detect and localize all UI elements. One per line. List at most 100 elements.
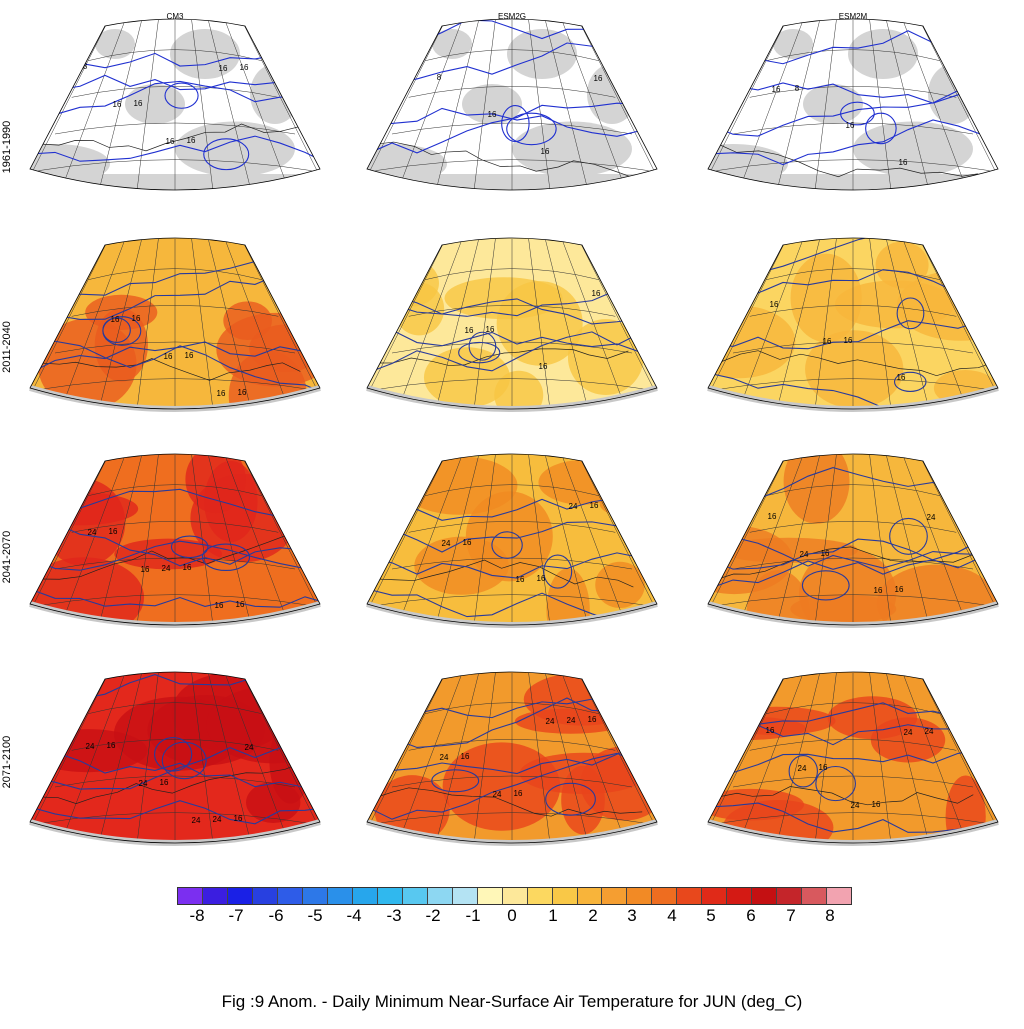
parallel-line bbox=[71, 739, 279, 751]
map-outline bbox=[707, 18, 999, 191]
contour-label: 16 bbox=[772, 85, 781, 94]
contour-label: 16 bbox=[160, 778, 169, 787]
colorbar-cell bbox=[827, 888, 852, 904]
meridian-line bbox=[528, 454, 551, 625]
map-panel: 16 16 16 24 24 24 24 24 bbox=[29, 671, 321, 846]
colorbar-cell bbox=[227, 888, 253, 904]
contour-loop bbox=[468, 331, 497, 361]
map-outline bbox=[707, 237, 999, 410]
parallel-line bbox=[38, 159, 312, 171]
meridian-line bbox=[60, 238, 126, 409]
meridian-line bbox=[191, 19, 214, 190]
meridian-line bbox=[191, 238, 214, 409]
meridian-line bbox=[578, 19, 657, 190]
row-label-2011-2040: 2011-2040 bbox=[1, 321, 13, 373]
contour-label: 24 bbox=[798, 764, 807, 773]
contour-label: 16 bbox=[141, 565, 150, 574]
parallel-line bbox=[54, 122, 296, 135]
meridian-line bbox=[191, 454, 214, 625]
anomaly-region bbox=[783, 454, 850, 524]
anomaly-region bbox=[114, 538, 222, 570]
contour-loop bbox=[164, 82, 199, 109]
anomaly-region bbox=[595, 561, 645, 608]
contour-line bbox=[708, 538, 998, 570]
contour-label: 16 bbox=[895, 585, 904, 594]
contour-label: 16 bbox=[113, 100, 122, 109]
meridian-line bbox=[60, 672, 126, 843]
contour-label: 24 bbox=[546, 717, 555, 726]
land-mask bbox=[853, 121, 973, 177]
contour-line bbox=[367, 742, 657, 778]
anomaly-region bbox=[393, 282, 445, 336]
land-mask bbox=[507, 29, 577, 79]
colorbar-cell bbox=[702, 888, 728, 904]
contour-label: 16 bbox=[219, 64, 228, 73]
meridian-line bbox=[869, 238, 892, 409]
contour-label: 24 bbox=[192, 816, 201, 825]
land-mask bbox=[175, 121, 295, 177]
meridian-line bbox=[561, 454, 627, 625]
meridian-line bbox=[241, 454, 320, 625]
map-panel: 16 16 16 16 24 24 bbox=[707, 453, 999, 628]
column-title-esm2g: ESM2G bbox=[497, 12, 526, 21]
map-panel: 16 16 16 16 16 16 bbox=[29, 237, 321, 412]
contour-label: 16 bbox=[164, 352, 173, 361]
row-label-1961-1990: 1961-1990 bbox=[1, 120, 13, 174]
meridian-line bbox=[397, 454, 463, 625]
land-mask bbox=[803, 84, 863, 124]
contour-loop bbox=[102, 316, 142, 346]
meridian-line bbox=[708, 238, 787, 409]
meridian-line bbox=[919, 238, 998, 409]
contour-label: 16 bbox=[514, 789, 523, 798]
contour-label: 16 bbox=[240, 63, 249, 72]
coastline bbox=[717, 143, 997, 184]
contour-label: 24 bbox=[213, 815, 222, 824]
map-panel: 16 16 16 16 24 24 bbox=[366, 453, 658, 628]
parallel-line bbox=[716, 812, 990, 824]
meridian-line bbox=[136, 454, 159, 625]
meridian-line bbox=[902, 454, 968, 625]
parallel-line bbox=[749, 86, 957, 98]
colorbar-cell bbox=[178, 888, 203, 904]
parallel-line bbox=[749, 521, 957, 533]
parallel-line bbox=[88, 49, 262, 61]
colorbar-tick-label: -4 bbox=[346, 906, 362, 925]
parallel-line bbox=[716, 594, 990, 606]
column-title-cm3: CM3 bbox=[166, 12, 184, 21]
row-label-2071-2100: 2071-2100 bbox=[1, 735, 13, 789]
colorbar-cell bbox=[727, 888, 753, 904]
contour-loop bbox=[203, 138, 250, 171]
contour-label: 16 bbox=[166, 137, 175, 146]
anomaly-region bbox=[708, 716, 807, 741]
anomaly-region bbox=[746, 570, 810, 625]
meridian-line bbox=[473, 19, 496, 190]
meridian-line bbox=[30, 454, 109, 625]
contour-label: 16 bbox=[185, 351, 194, 360]
parallel-line bbox=[38, 812, 312, 824]
colorbar-tick-label: 1 bbox=[548, 906, 558, 925]
map-outline bbox=[366, 18, 658, 191]
contour-line bbox=[30, 746, 320, 790]
contour-label: 24 bbox=[851, 801, 860, 810]
parallel-line bbox=[425, 484, 599, 496]
map-outline bbox=[707, 671, 999, 844]
contour-line bbox=[708, 319, 998, 350]
contour-loop bbox=[170, 535, 209, 559]
colorbar-cell bbox=[202, 888, 228, 904]
contour-line bbox=[708, 119, 998, 166]
contour-line bbox=[30, 341, 320, 374]
parallel-line bbox=[425, 49, 599, 61]
coastline bbox=[376, 348, 629, 366]
anomaly-region bbox=[875, 241, 929, 289]
contour-line bbox=[367, 329, 657, 354]
meridian-line bbox=[136, 672, 159, 843]
meridian-line bbox=[561, 19, 627, 190]
parallel-line bbox=[38, 378, 312, 390]
contour-label: 24 bbox=[904, 728, 913, 737]
meridian-line bbox=[224, 19, 290, 190]
colorbar-tick-label: 3 bbox=[627, 906, 637, 925]
meridian-line bbox=[814, 238, 837, 409]
colorbar-tick-label: 2 bbox=[588, 906, 598, 925]
coastline bbox=[39, 535, 306, 580]
contour-line bbox=[708, 528, 998, 569]
